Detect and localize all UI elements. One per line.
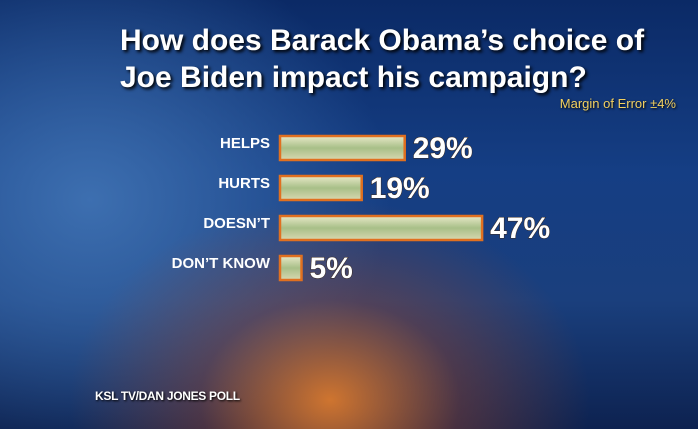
subtitle: Margin of Error ±4% <box>559 96 676 111</box>
category-label: HELPS <box>220 135 270 152</box>
value-label: 29% <box>413 132 473 165</box>
bar <box>278 214 484 242</box>
chart-title: How does Barack Obama’s choice of Joe Bi… <box>120 24 645 94</box>
bar <box>278 174 363 202</box>
category-label: DON’T KNOW <box>172 255 271 272</box>
source: KSL TV/DAN JONES POLL <box>95 389 240 403</box>
bar <box>278 134 406 162</box>
value-label: 47% <box>490 212 550 245</box>
category-label: HURTS <box>218 175 270 192</box>
bar <box>278 254 303 282</box>
value-label: 5% <box>310 252 353 285</box>
value-label: 19% <box>370 172 430 205</box>
category-label: DOESN’T <box>203 215 270 232</box>
